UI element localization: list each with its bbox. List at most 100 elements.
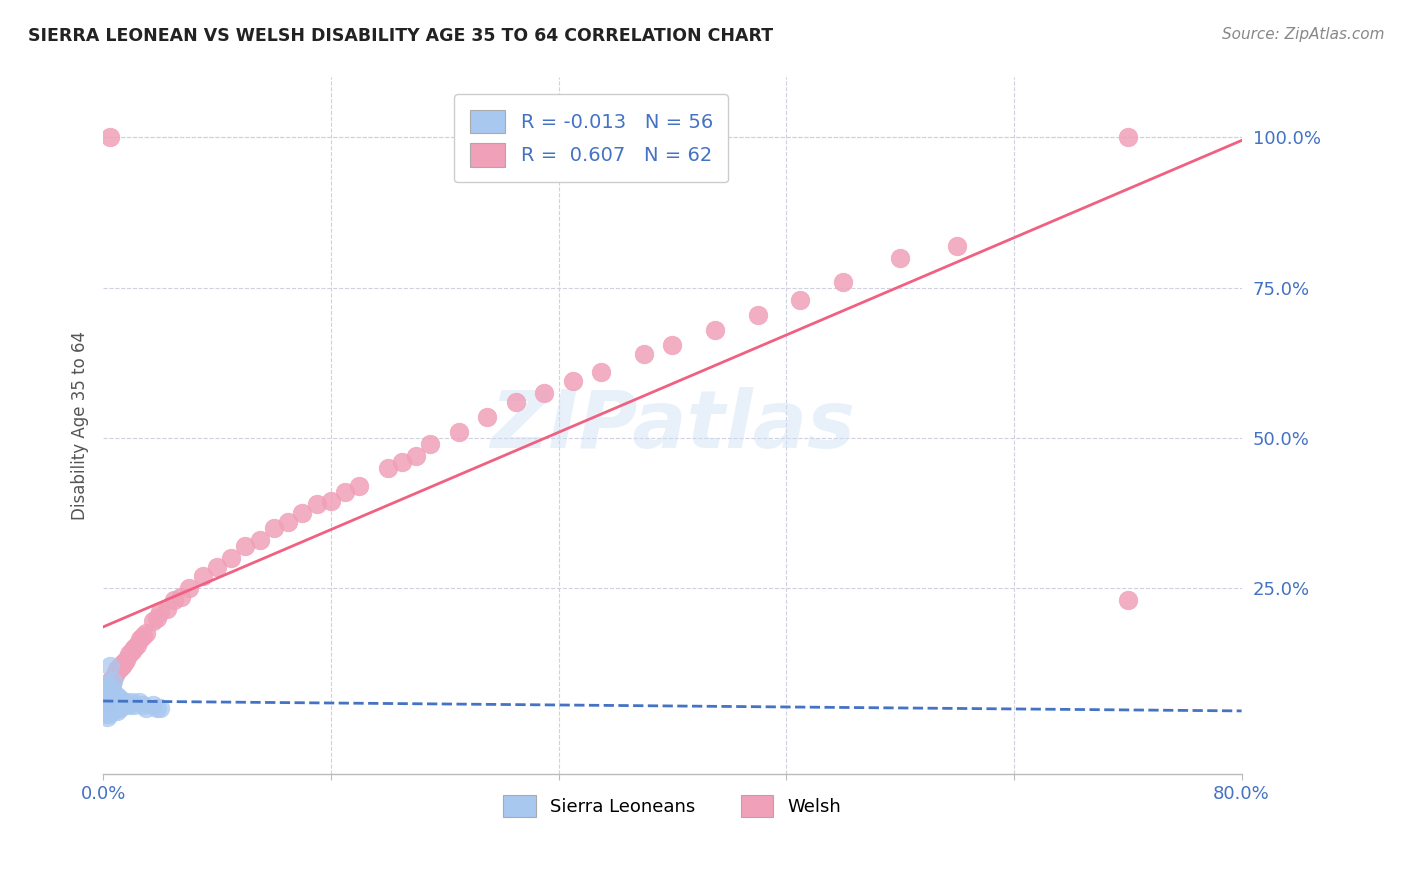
Point (124, 640, 146, 655)
Point (98, 130, 121, 145)
Point (1116, 130, 1139, 145)
Point (477, 409, 499, 424)
Point (111, 698, 134, 712)
Point (112, 695, 135, 709)
Point (108, 659, 131, 673)
Point (96, 701, 118, 715)
Point (149, 701, 172, 715)
Point (405, 449, 427, 463)
Point (98, 698, 121, 712)
Point (377, 460, 399, 475)
Point (94, 692, 117, 706)
Point (263, 521, 285, 535)
Point (101, 671, 124, 685)
Point (100, 677, 122, 691)
Point (94, 698, 117, 712)
Point (114, 698, 136, 712)
Point (98, 704, 121, 718)
Point (98, 673, 121, 688)
Point (135, 626, 157, 640)
Point (103, 668, 125, 682)
Point (96, 683, 118, 698)
Point (93, 689, 115, 703)
Point (97, 680, 120, 694)
Point (101, 698, 124, 712)
Point (100, 701, 122, 715)
Point (103, 695, 125, 709)
Point (93, 695, 115, 709)
Point (132, 629, 155, 643)
Point (146, 611, 169, 625)
Point (115, 653, 138, 667)
Point (170, 590, 193, 604)
Point (127, 638, 149, 652)
Point (105, 695, 128, 709)
Point (249, 533, 271, 547)
Point (447, 425, 470, 439)
Point (105, 689, 128, 703)
Point (104, 665, 127, 679)
Point (105, 662, 128, 676)
Point (124, 698, 146, 712)
Point (96, 695, 118, 709)
Point (121, 644, 143, 658)
Point (112, 656, 135, 670)
Point (96, 677, 118, 691)
Point (561, 374, 583, 388)
Point (115, 695, 138, 709)
Point (111, 659, 134, 673)
Point (177, 581, 200, 595)
Point (98, 692, 121, 706)
Point (205, 560, 228, 574)
Point (661, 337, 683, 351)
Point (832, 275, 855, 289)
Point (101, 673, 124, 688)
Point (142, 698, 165, 712)
Point (96, 695, 118, 709)
Point (235, 539, 257, 553)
Point (94, 686, 117, 700)
Point (97, 686, 120, 700)
Point (591, 365, 613, 379)
Point (97, 683, 120, 698)
Point (97, 692, 120, 706)
Point (104, 692, 127, 706)
Legend: Sierra Leoneans, Welsh: Sierra Leoneans, Welsh (496, 788, 849, 824)
Point (191, 569, 214, 583)
Point (97, 707, 120, 722)
Point (149, 605, 172, 619)
Point (789, 293, 811, 307)
Point (100, 683, 122, 698)
Point (128, 695, 150, 709)
Point (291, 506, 314, 520)
Text: Source: ZipAtlas.com: Source: ZipAtlas.com (1222, 27, 1385, 42)
Point (94, 707, 117, 722)
Point (129, 632, 152, 646)
Text: SIERRA LEONEAN VS WELSH DISABILITY AGE 35 TO 64 CORRELATION CHART: SIERRA LEONEAN VS WELSH DISABILITY AGE 3… (28, 27, 773, 45)
Point (100, 695, 122, 709)
Point (333, 484, 356, 499)
Text: ZIPatlas: ZIPatlas (489, 387, 855, 465)
Point (419, 437, 441, 451)
Point (108, 692, 131, 706)
Point (103, 701, 125, 715)
Point (747, 308, 769, 322)
Point (118, 698, 141, 712)
Point (277, 515, 299, 529)
Point (319, 493, 342, 508)
Point (107, 662, 129, 676)
Point (107, 701, 129, 715)
Point (135, 701, 157, 715)
Point (94, 680, 117, 694)
Point (108, 701, 131, 715)
Point (103, 689, 125, 703)
Y-axis label: Disability Age 35 to 64: Disability Age 35 to 64 (72, 331, 89, 520)
Point (142, 614, 165, 628)
Point (97, 689, 120, 703)
Point (391, 455, 413, 469)
Point (93, 701, 115, 715)
Point (132, 698, 155, 712)
Point (107, 692, 129, 706)
Point (633, 347, 655, 361)
Point (505, 394, 527, 409)
